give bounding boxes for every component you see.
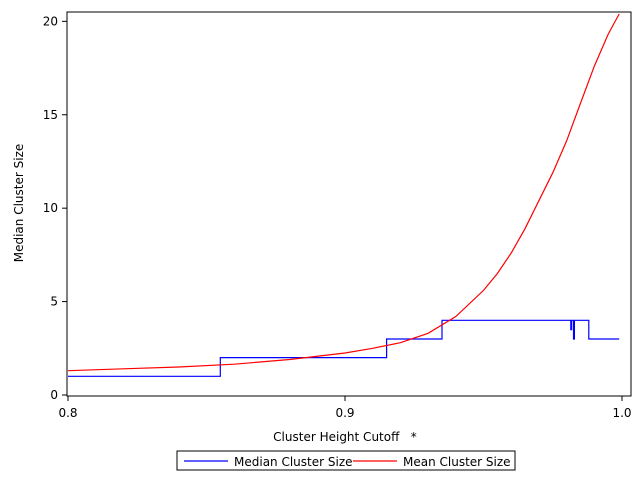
series-layer	[67, 13, 620, 377]
x-tick-label: 0.8	[58, 406, 77, 420]
y-tick-label: 5	[50, 295, 58, 309]
plot-frame	[66, 11, 632, 397]
series-line-mean-cluster-size	[67, 13, 620, 372]
y-axis-title: Median Cluster Size	[12, 144, 26, 263]
axes-layer: 0.8 0.9 1.0 0 5 10 15 20	[43, 14, 632, 420]
x-tick-label: 1.0	[612, 406, 631, 420]
legend-frame	[176, 450, 516, 471]
y-tick-label: 20	[43, 14, 58, 28]
x-axis-title: Cluster Height Cutoff *	[273, 430, 417, 444]
legend-label-median-cluster-size: Median Cluster Size	[234, 455, 353, 469]
legend-items: Median Cluster Size Mean Cluster Size	[184, 455, 511, 469]
legend-label-mean-cluster-size: Mean Cluster Size	[403, 455, 511, 469]
y-tick-label: 10	[43, 201, 58, 215]
x-tick-label: 0.9	[335, 406, 354, 420]
y-tick-label: 0	[50, 388, 58, 402]
series-line-median-cluster-size	[68, 319, 620, 377]
y-tick-label: 15	[43, 108, 58, 122]
legend: Median Cluster Size Mean Cluster Size	[176, 450, 516, 471]
